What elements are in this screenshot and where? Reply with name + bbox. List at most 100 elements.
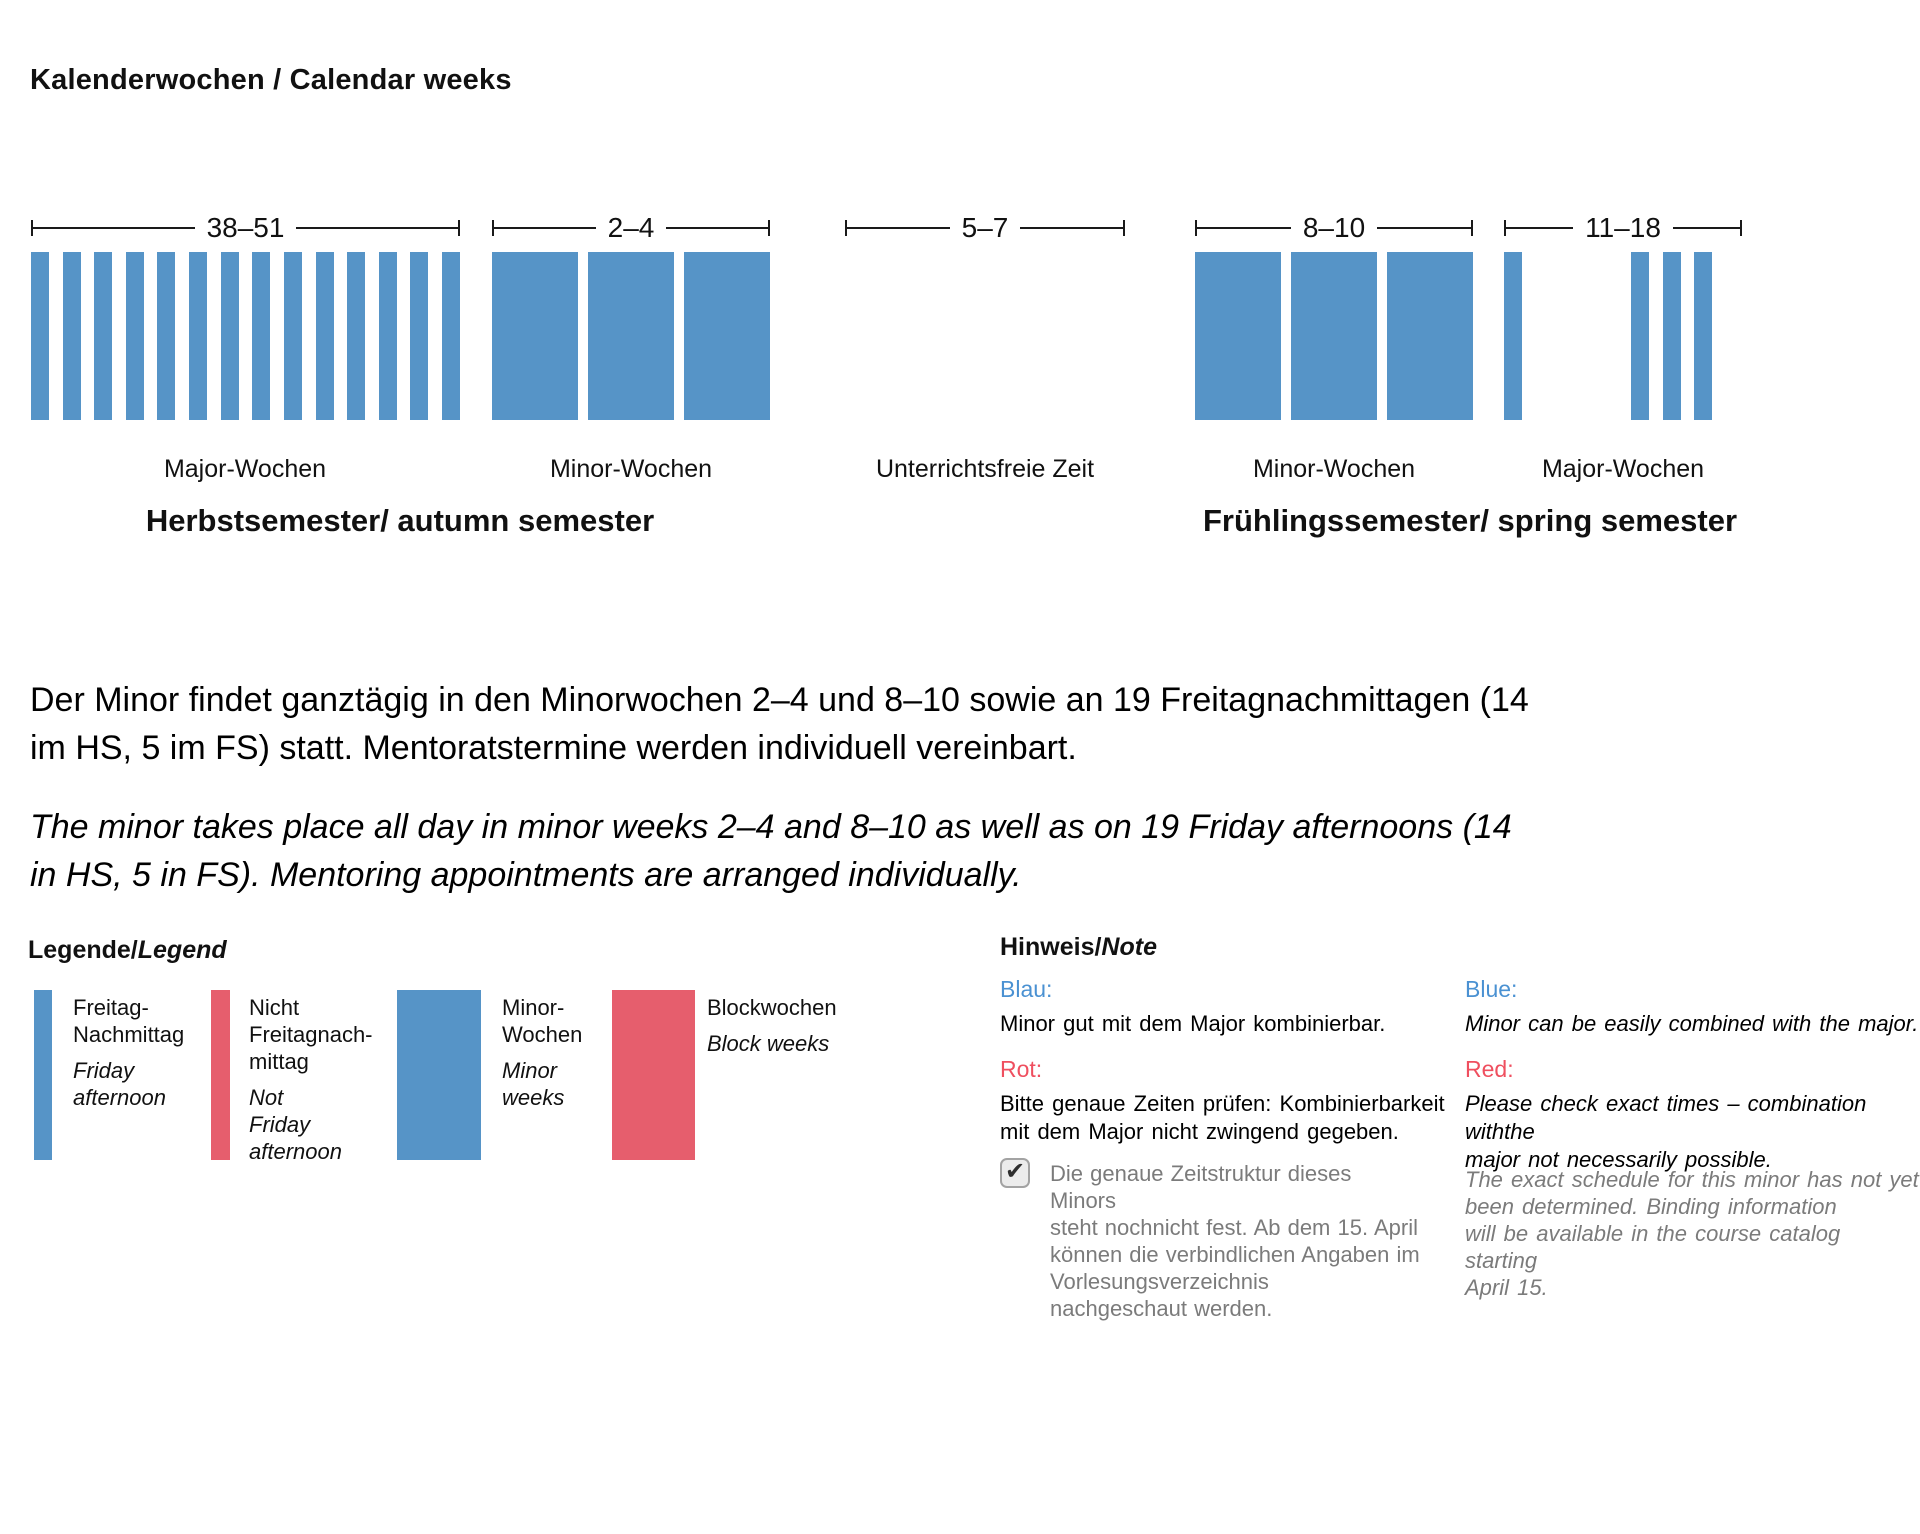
week-bar bbox=[94, 252, 113, 420]
legend-swatch-not-friday-afternoon bbox=[211, 990, 230, 1160]
legend-item-block-weeks: Blockwochen Block weeks bbox=[707, 994, 837, 1057]
week-range-label: 2–4 bbox=[607, 212, 655, 243]
bracket-line bbox=[666, 227, 768, 229]
note-schedule-undetermined-en: The exact schedule for this minor has no… bbox=[1465, 1167, 1919, 1300]
legend-item-friday-afternoon: Freitag- Nachmittag Friday afternoon bbox=[73, 994, 184, 1111]
week-bar bbox=[1662, 252, 1681, 420]
week-range-bracket: 11–18 bbox=[1504, 212, 1743, 244]
week-bar bbox=[588, 252, 674, 420]
week-range-bracket: 38–51 bbox=[31, 212, 460, 244]
week-bar bbox=[62, 252, 81, 420]
note-blue-text: Minor can be easily combined with the ma… bbox=[1465, 1011, 1919, 1036]
bracket-tick bbox=[845, 220, 847, 236]
week-bar bbox=[684, 252, 770, 420]
bracket-tick bbox=[768, 220, 770, 236]
legend-swatch-block-weeks bbox=[612, 990, 695, 1160]
group-label-major-wochen: Major-Wochen bbox=[1541, 455, 1705, 483]
week-bar bbox=[1387, 252, 1473, 420]
week-bar bbox=[252, 252, 271, 420]
bracket-tick bbox=[1504, 220, 1506, 236]
checkmark-icon: ✔ bbox=[1004, 1158, 1026, 1185]
week-range-label: 38–51 bbox=[206, 212, 285, 243]
week-bar bbox=[157, 252, 176, 420]
week-bar bbox=[410, 252, 429, 420]
legend-item-label-de: Blockwochen bbox=[707, 995, 837, 1020]
bracket-tick bbox=[1471, 220, 1474, 236]
bracket-line bbox=[1672, 227, 1741, 229]
color-key-blue: Blue: bbox=[1465, 976, 1518, 1002]
semester-label-autumn: Herbstsemester/ autumn semester bbox=[145, 503, 655, 538]
legend-title: Legende/Legend bbox=[28, 936, 227, 965]
week-bar bbox=[1195, 252, 1281, 420]
legend-item-label-de: Minor- Wochen bbox=[502, 995, 583, 1047]
semester-label-spring: Frühlingssemester/ spring semester bbox=[1202, 503, 1738, 538]
week-range-label: 8–10 bbox=[1302, 212, 1366, 243]
legend-item-label-en: Not Friday afternoon bbox=[249, 1085, 342, 1164]
legend-item-label-en: Minor weeks bbox=[502, 1058, 565, 1110]
week-bar bbox=[378, 252, 397, 420]
page-title: Kalenderwochen / Calendar weeks bbox=[30, 64, 512, 96]
week-bar bbox=[442, 252, 461, 420]
legend-title-en: Legend bbox=[137, 936, 227, 964]
bracket-tick bbox=[1740, 220, 1743, 236]
week-bars bbox=[1504, 252, 1742, 420]
legend-swatch-friday-afternoon bbox=[34, 990, 52, 1160]
paragraph-english: The minor takes place all day in minor w… bbox=[30, 808, 1512, 894]
color-key-red: Red: bbox=[1465, 1056, 1514, 1082]
week-bar bbox=[347, 252, 366, 420]
legend-item-minor-weeks: Minor- Wochen Minor weeks bbox=[502, 994, 582, 1111]
group-label-unterrichtsfreie-zeit: Unterrichtsfreie Zeit bbox=[875, 455, 1095, 483]
week-bar bbox=[283, 252, 302, 420]
legend-item-not-friday-afternoon: Nicht Freitagnach- mittag Not Friday aft… bbox=[249, 994, 373, 1165]
group-label-minor-wochen: Minor-Wochen bbox=[1252, 455, 1416, 483]
bracket-tick bbox=[458, 220, 460, 236]
paragraph-german: Der Minor findet ganztägig in den Minorw… bbox=[30, 681, 1529, 767]
bracket-line bbox=[847, 227, 950, 229]
bracket-line bbox=[494, 227, 596, 229]
week-bar bbox=[1504, 252, 1522, 420]
week-range-label: 5–7 bbox=[961, 212, 1009, 243]
timeline-group-fs-minor: 8–10 bbox=[1195, 212, 1474, 420]
legend-item-label-de: Freitag- Nachmittag bbox=[73, 995, 185, 1047]
timeline-group-fs-major: 11–18 bbox=[1504, 212, 1743, 420]
week-bars bbox=[492, 252, 770, 420]
week-bars bbox=[1195, 252, 1473, 420]
week-bar bbox=[1630, 252, 1649, 420]
week-bar bbox=[31, 252, 49, 420]
timeline-group-hs-minor: 2–4 bbox=[492, 212, 770, 420]
week-range-bracket: 8–10 bbox=[1195, 212, 1474, 244]
week-bar bbox=[1291, 252, 1377, 420]
legend-swatch-minor-weeks bbox=[397, 990, 481, 1160]
week-bar bbox=[189, 252, 208, 420]
legend-item-label-en: Friday afternoon bbox=[73, 1058, 166, 1110]
checkbox-note-text: Die genaue Zeitstruktur dieses Minors st… bbox=[1050, 1161, 1420, 1321]
bracket-line bbox=[296, 227, 458, 229]
note-title: Hinweis/Note bbox=[1000, 933, 1157, 962]
legend-item-label-de: Nicht Freitagnach- mittag bbox=[249, 995, 373, 1074]
week-bars bbox=[845, 252, 1125, 420]
week-bar bbox=[1694, 252, 1713, 420]
timeline-group-break: 5–7 bbox=[845, 212, 1125, 244]
note-rot-text: Bitte genaue Zeiten prüfen: Kombinierbar… bbox=[1000, 1091, 1445, 1144]
bracket-tick bbox=[492, 220, 494, 236]
week-range-bracket: 2–4 bbox=[492, 212, 770, 244]
bracket-tick bbox=[1123, 220, 1125, 236]
week-range-label: 11–18 bbox=[1585, 212, 1661, 243]
color-key-rot: Rot: bbox=[1000, 1056, 1043, 1082]
group-label-major-wochen: Major-Wochen bbox=[163, 455, 327, 483]
week-bar bbox=[492, 252, 578, 420]
group-label-minor-wochen: Minor-Wochen bbox=[549, 455, 713, 483]
week-range-bracket: 5–7 bbox=[845, 212, 1125, 244]
week-bar bbox=[315, 252, 334, 420]
timeline-group-hs-major: 38–51 bbox=[31, 212, 461, 420]
bracket-line bbox=[1377, 227, 1472, 229]
bracket-line bbox=[1197, 227, 1291, 229]
bracket-tick bbox=[31, 220, 33, 236]
schedule-undetermined-checkbox[interactable]: ✔ bbox=[1000, 1158, 1030, 1188]
bracket-tick bbox=[1195, 220, 1197, 236]
color-key-blau: Blau: bbox=[1000, 976, 1053, 1002]
note-blau-text: Minor gut mit dem Major kombinierbar. bbox=[1000, 1011, 1386, 1036]
week-bar bbox=[125, 252, 144, 420]
note-title-de: Hinweis/ bbox=[1000, 933, 1102, 961]
